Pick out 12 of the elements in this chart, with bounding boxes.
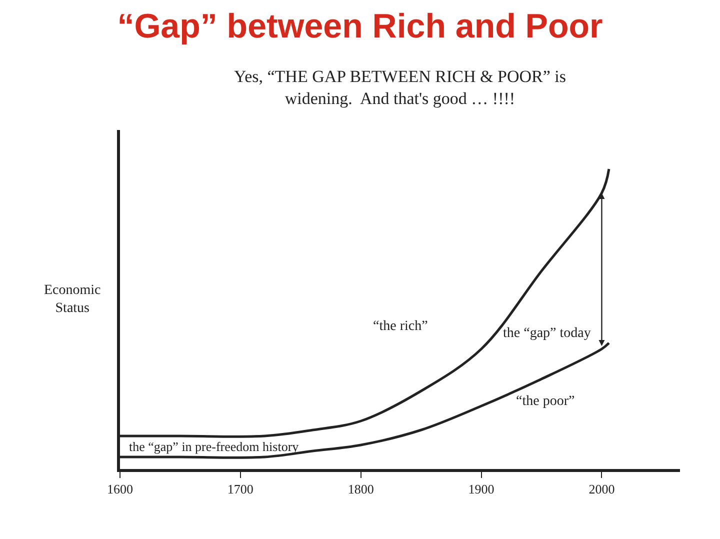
x-tick-label: 1900 xyxy=(468,482,494,497)
chart-title: “Gap” between Rich and Poor xyxy=(117,7,603,46)
x-tick-label: 1700 xyxy=(227,482,254,497)
chart-subtitle: Yes, “THE GAP BETWEEN RICH & POOR” is widening. And that's good … !!!! xyxy=(234,67,566,108)
x-tick-label: 1800 xyxy=(348,482,374,497)
annotation: “the poor” xyxy=(516,394,575,409)
y-axis-title: Economic Status xyxy=(44,283,101,316)
x-tick-label: 1600 xyxy=(107,482,133,497)
x-tick-label: 2000 xyxy=(588,482,615,497)
annotation: “the rich” xyxy=(373,319,428,334)
annotation: the “gap” today xyxy=(503,326,591,341)
annotation: the “gap” in pre-freedom history xyxy=(129,439,300,454)
